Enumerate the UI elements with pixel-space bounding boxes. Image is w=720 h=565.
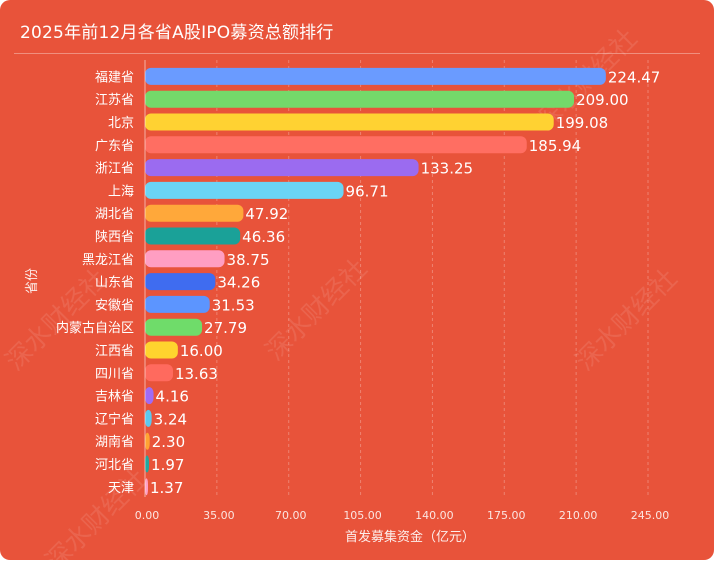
value-label: 34.26 <box>217 274 260 292</box>
bar[interactable] <box>145 478 148 496</box>
category-label: 北京 <box>108 116 134 131</box>
value-label: 4.16 <box>156 388 189 406</box>
title-divider <box>14 53 700 54</box>
bar[interactable] <box>145 67 606 85</box>
category-label: 安徽省 <box>95 298 134 313</box>
value-label: 2.30 <box>152 433 185 451</box>
bar[interactable] <box>145 387 154 405</box>
bar[interactable] <box>145 273 216 291</box>
value-label: 38.75 <box>227 251 270 269</box>
bar[interactable] <box>145 136 527 154</box>
value-label: 1.37 <box>150 479 183 497</box>
category-label: 天津 <box>108 481 134 496</box>
x-tick-label: 175.00 <box>487 509 526 522</box>
x-tick-label: 105.00 <box>343 509 382 522</box>
bar[interactable] <box>145 113 554 131</box>
value-label: 199.08 <box>556 114 609 132</box>
value-label: 47.92 <box>245 205 288 223</box>
category-label: 广东省 <box>95 139 134 154</box>
value-label: 133.25 <box>421 160 474 178</box>
category-label: 湖南省 <box>95 434 134 450</box>
bar[interactable] <box>145 341 178 359</box>
category-label: 江苏省 <box>95 92 134 108</box>
category-label: 湖北省 <box>95 207 134 222</box>
category-label: 黑龙江省 <box>82 253 134 268</box>
bar[interactable] <box>145 295 210 313</box>
bar[interactable] <box>145 409 152 427</box>
bar[interactable] <box>145 364 173 382</box>
bar[interactable] <box>145 318 203 336</box>
bar[interactable] <box>145 204 244 222</box>
value-label: 13.63 <box>175 365 218 383</box>
x-tick-label: 245.00 <box>631 509 670 522</box>
category-label: 陕西省 <box>95 230 134 245</box>
x-tick-label: 0.00 <box>135 509 160 522</box>
x-axis-title: 首发募集资金（亿元） <box>345 529 475 545</box>
value-label: 31.53 <box>212 296 255 314</box>
category-label: 河北省 <box>95 458 134 473</box>
category-label: 浙江省 <box>95 162 134 177</box>
value-label: 3.24 <box>154 410 187 428</box>
x-tick-label: 70.00 <box>275 509 307 522</box>
x-tick-label: 210.00 <box>559 509 598 522</box>
bar[interactable] <box>145 181 344 199</box>
category-label: 内蒙古自治区 <box>56 320 134 336</box>
value-label: 46.36 <box>242 228 285 246</box>
bar[interactable] <box>145 159 419 177</box>
category-label: 辽宁省 <box>95 411 134 427</box>
value-label: 185.94 <box>529 137 582 155</box>
x-tick-label: 35.00 <box>203 509 235 522</box>
bar[interactable] <box>145 227 241 245</box>
value-label: 27.79 <box>204 319 247 337</box>
category-label: 四川省 <box>95 367 134 382</box>
y-axis-title: 省份 <box>25 268 40 294</box>
category-label: 吉林省 <box>95 390 134 405</box>
value-label: 16.00 <box>180 342 223 360</box>
category-label: 江西省 <box>95 344 134 359</box>
bar[interactable] <box>145 90 575 108</box>
bar[interactable] <box>145 250 225 268</box>
value-label: 1.97 <box>151 456 184 474</box>
value-label: 224.47 <box>608 68 661 86</box>
category-label: 山东省 <box>95 276 134 291</box>
value-label: 96.71 <box>346 182 389 200</box>
category-label: 上海 <box>108 184 134 199</box>
x-tick-label: 140.00 <box>415 509 454 522</box>
bar[interactable] <box>145 432 150 450</box>
chart-title: 2025年前12月各省A股IPO募资总额排行 <box>20 23 334 43</box>
category-label: 福建省 <box>95 70 134 85</box>
value-label: 209.00 <box>576 91 629 109</box>
bar[interactable] <box>145 455 150 473</box>
